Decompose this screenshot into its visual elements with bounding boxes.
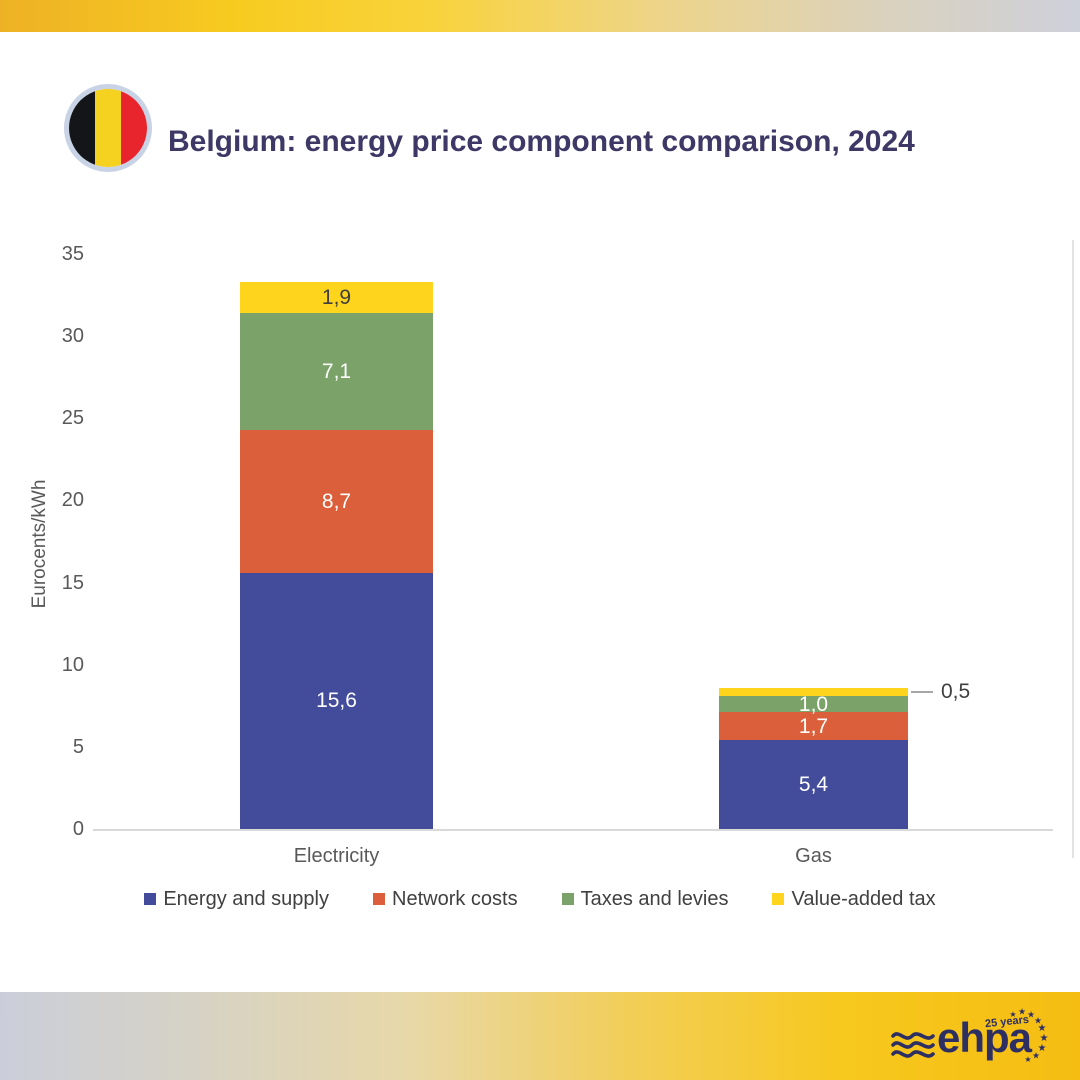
star-icon: ★	[1017, 1006, 1027, 1017]
bar-value-label: 15,6	[316, 689, 357, 713]
legend-item: Network costs	[373, 888, 518, 911]
top-gradient-band	[0, 0, 1080, 32]
y-tick-label: 25	[61, 407, 84, 430]
bar-segment: 15,6	[240, 572, 433, 829]
legend-item: Taxes and levies	[561, 887, 729, 911]
star-icon: ★	[1033, 1015, 1043, 1026]
legend-item: Energy and supply	[144, 888, 329, 911]
y-tick-label: 15	[61, 571, 84, 594]
bar-segment: 1,0	[719, 692, 908, 716]
category-label: Electricity	[293, 845, 380, 867]
bar-value-label: 1,9	[321, 286, 352, 310]
bar-segment: 5,4	[719, 740, 908, 829]
ehpa-wordmark: ehpa	[937, 1014, 1032, 1061]
x-axis-line	[93, 829, 1053, 831]
belgium-flag-icon	[64, 84, 152, 172]
y-tick-label: 20	[61, 489, 84, 512]
y-tick-label: 5	[72, 735, 84, 758]
ehpa-logo: ehpa 25 years ★ ★ ★ ★ ★ ★ ★ ★ ★	[885, 1002, 1053, 1076]
legend-label: Value-added tax	[791, 887, 936, 910]
chart-legend: Energy and supply Network costs Taxes and …	[0, 886, 1080, 912]
legend-swatch-icon	[772, 893, 785, 905]
legend-swatch-icon	[561, 893, 574, 905]
y-tick-label: 0	[72, 818, 84, 840]
star-icon: ★	[1037, 1023, 1047, 1034]
y-tick-label: 30	[61, 325, 84, 348]
bar-value-label: 1,0	[798, 692, 829, 716]
legend-swatch-icon	[144, 893, 157, 905]
ehpa-waves-icon	[891, 1032, 935, 1058]
star-icon: ★	[1009, 1010, 1017, 1019]
legend-label: Taxes and levies	[580, 887, 729, 910]
bar-value-label: 8,7	[321, 489, 352, 513]
bar-segment: 8,7	[240, 429, 433, 573]
flag-stripe-red	[121, 89, 147, 167]
bar-segment	[719, 687, 908, 696]
bar-segment: 1,7	[719, 712, 908, 741]
y-tick-label: 10	[61, 653, 84, 676]
bar-value-label: 1,7	[798, 714, 829, 738]
star-icon: ★	[1031, 1050, 1041, 1061]
page-title: Belgium: energy price component comparis…	[168, 125, 915, 159]
star-icon: ★	[1026, 1009, 1036, 1020]
legend-label: Network costs	[392, 887, 518, 910]
callout-leader-line	[911, 690, 933, 693]
legend-item: Value-added tax	[772, 887, 936, 911]
y-axis-title: Eurocents/kWh	[29, 479, 50, 609]
flag-stripe-black	[69, 89, 95, 167]
star-icon: ★	[1037, 1043, 1047, 1054]
star-icon: ★	[1024, 1055, 1032, 1064]
callout-value-label: 0,5	[941, 679, 971, 703]
star-icon: ★	[1039, 1033, 1049, 1044]
bar-value-label: 5,4	[798, 773, 829, 797]
legend-label: Energy and supply	[163, 887, 329, 910]
bar-segment: 1,9	[240, 281, 433, 314]
plot-right-border	[1072, 240, 1074, 858]
bar-value-label: 7,1	[321, 359, 352, 383]
flag-stripe-yellow	[95, 89, 121, 167]
bar-segment: 7,1	[240, 313, 433, 430]
y-tick-label: 35	[61, 243, 84, 265]
category-label: Gas	[795, 845, 832, 867]
legend-swatch-icon	[373, 893, 385, 905]
